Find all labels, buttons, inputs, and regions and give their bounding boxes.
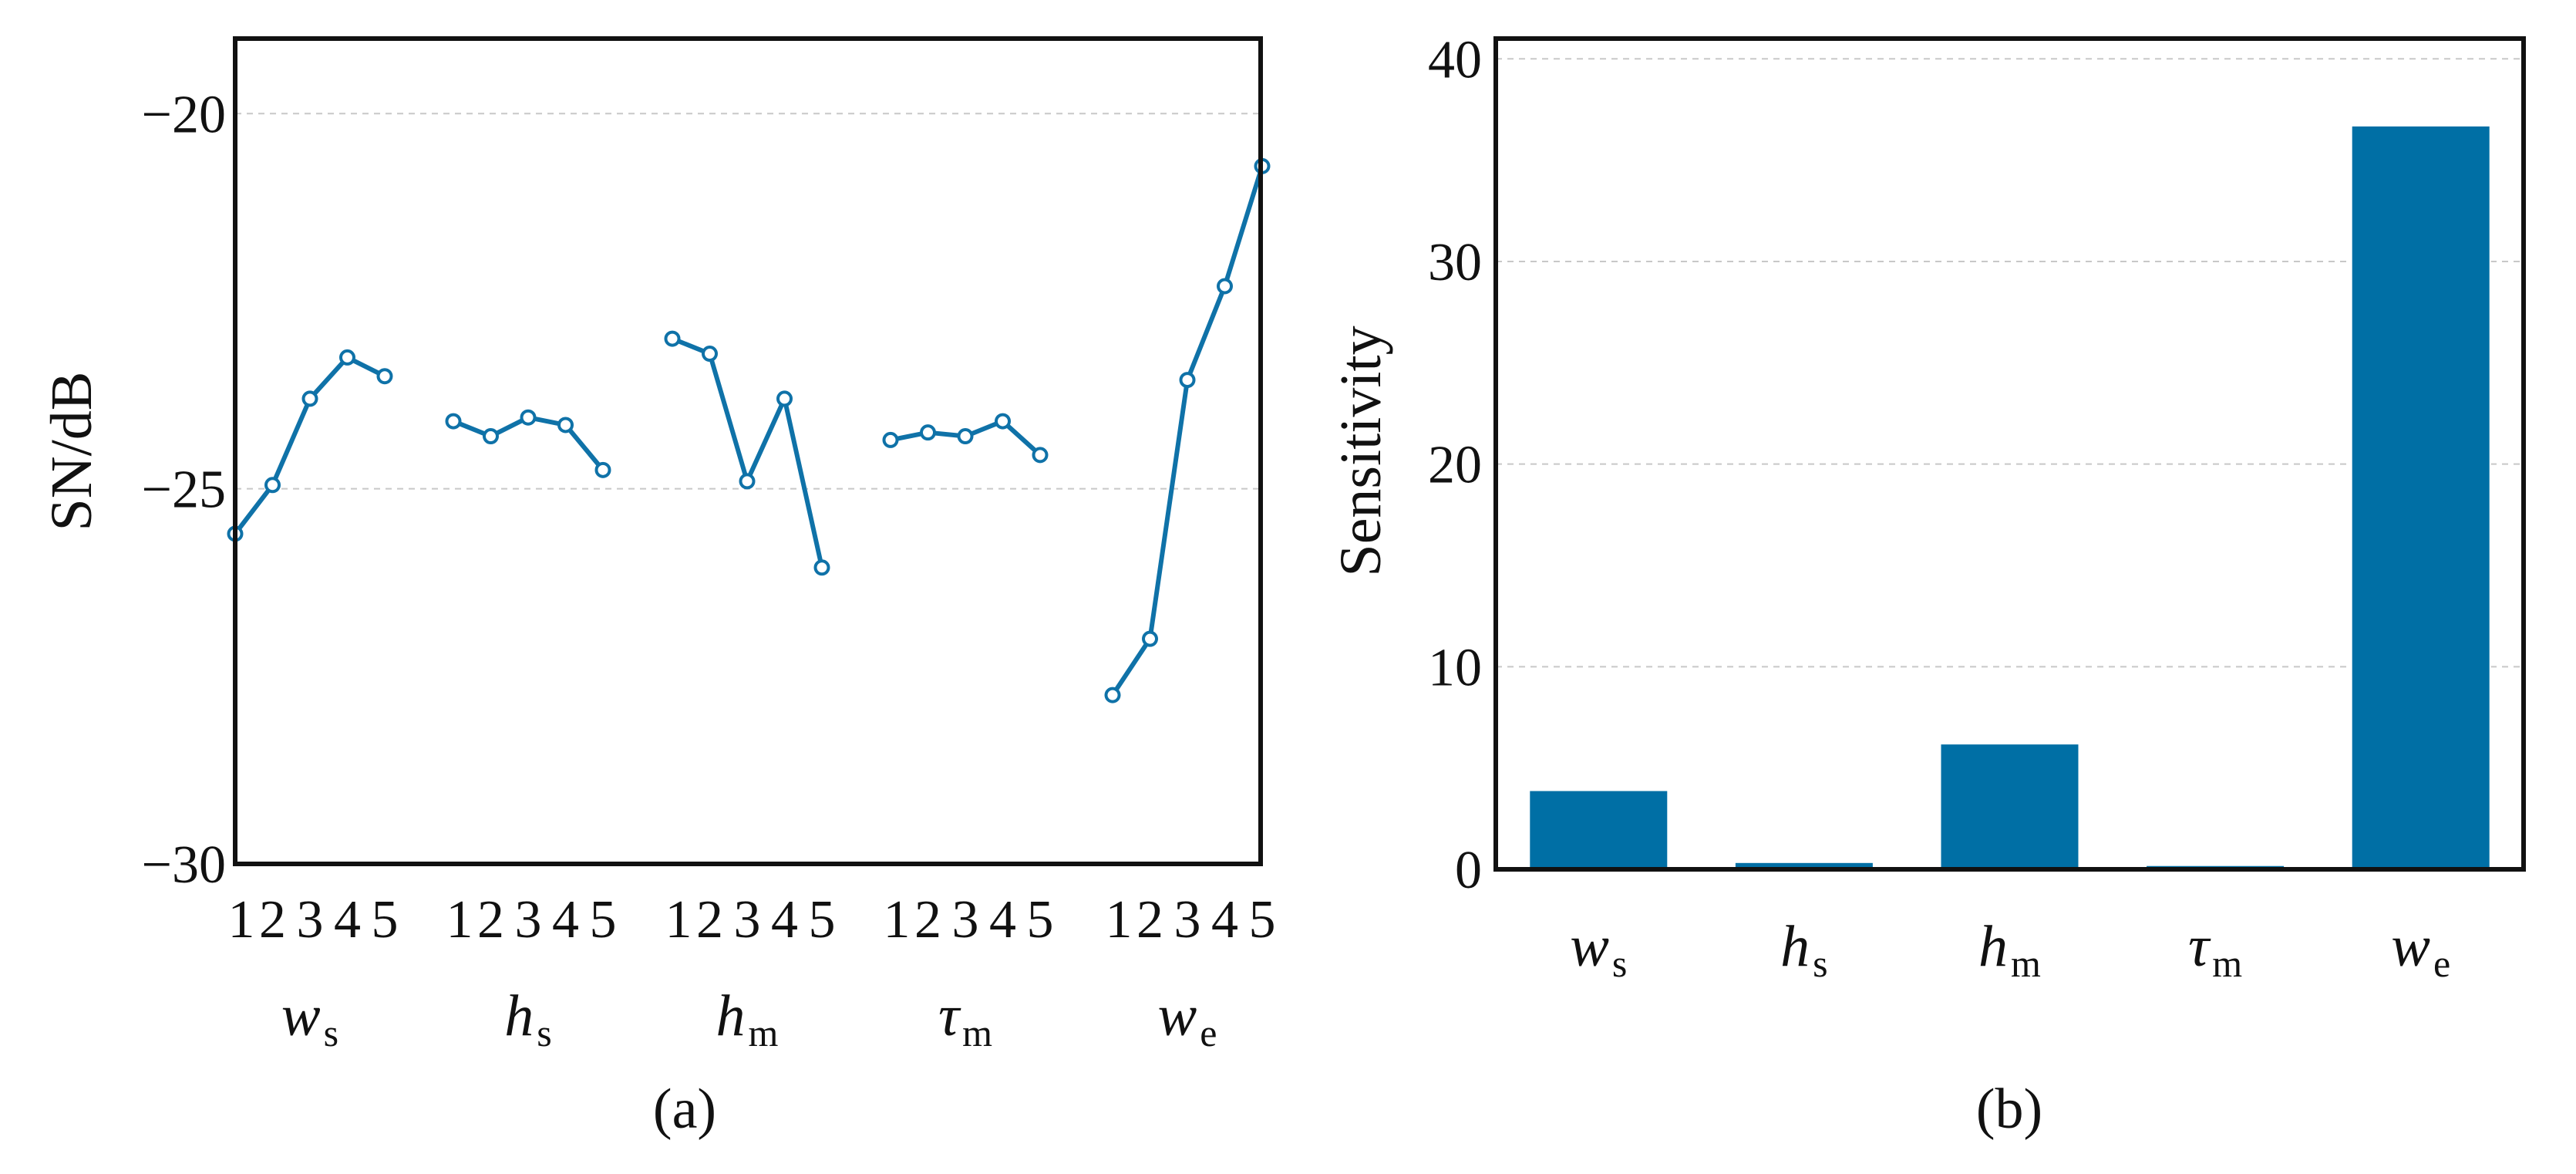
- level-tick-label: 5: [590, 890, 617, 950]
- data-point: [702, 346, 718, 363]
- level-tick-label: 2: [914, 890, 941, 950]
- panel-a-caption: (a): [653, 1078, 716, 1141]
- data-point: [483, 428, 499, 445]
- panel-b-y-axis-label: Sensitivity: [1328, 326, 1393, 576]
- panel-b-category-labels: ws hs hm τm we: [1570, 914, 2450, 985]
- level-tick-label: 1: [446, 890, 473, 950]
- y-tick-label: 20: [1428, 436, 1482, 495]
- data-point: [995, 413, 1011, 430]
- y-tick-label: −30: [142, 835, 226, 895]
- level-tick-label: 4: [771, 890, 798, 950]
- data-point: [1142, 630, 1158, 647]
- category-label: hs: [1780, 914, 1827, 985]
- data-point: [1104, 687, 1121, 703]
- panel-a-series: [227, 157, 1271, 703]
- data-point: [445, 413, 462, 430]
- data-point: [301, 390, 318, 407]
- parameter-label: hm: [716, 983, 779, 1054]
- data-point: [376, 368, 393, 385]
- series-line: [233, 355, 386, 535]
- level-tick-label: 3: [1174, 890, 1201, 950]
- data-point: [813, 559, 830, 576]
- panel-b-sensitivity-chart: 0 10 20 30 40 ws hs hm τm we Sensitivity (b): [1328, 30, 2526, 1141]
- y-tick-label: −25: [142, 460, 226, 520]
- data-point: [739, 473, 756, 490]
- panel-a-plot-frame: [233, 36, 1263, 866]
- y-tick-label: 10: [1428, 638, 1482, 697]
- data-point: [664, 330, 681, 347]
- level-tick-label: 3: [515, 890, 542, 950]
- panel-a-y-ticks: −20 −25 −30: [142, 85, 226, 895]
- level-tick-label: 5: [809, 890, 836, 950]
- parameter-label: ws: [281, 983, 338, 1054]
- panel-a-parameter-labels: ws hs hm τm we: [281, 983, 1217, 1054]
- bar: [1528, 789, 1669, 871]
- data-point: [920, 424, 936, 441]
- y-tick-label: 30: [1428, 233, 1482, 292]
- data-point: [520, 409, 537, 426]
- bar: [2350, 124, 2491, 870]
- level-tick-label: 5: [1249, 890, 1276, 950]
- data-point: [264, 477, 281, 494]
- category-label: we: [2391, 914, 2450, 985]
- level-tick-label: 5: [372, 890, 399, 950]
- data-point: [557, 417, 574, 434]
- level-tick-label: 3: [297, 890, 324, 950]
- level-tick-label: 2: [259, 890, 286, 950]
- level-tick-label: 3: [734, 890, 761, 950]
- level-tick-label: 4: [1211, 890, 1238, 950]
- level-tick-label: 4: [552, 890, 579, 950]
- series-line: [1110, 165, 1264, 697]
- data-point: [594, 461, 611, 478]
- level-tick-label: 3: [952, 890, 979, 950]
- y-tick-label: 0: [1455, 841, 1482, 900]
- level-tick-label: 4: [989, 890, 1016, 950]
- data-point: [882, 431, 899, 448]
- parameter-label: hs: [504, 983, 551, 1054]
- series-line: [671, 336, 824, 568]
- panel-b-plot-frame: [1493, 36, 2526, 872]
- data-point: [1217, 278, 1233, 295]
- bar: [1939, 743, 2080, 871]
- data-point: [1032, 447, 1049, 464]
- panel-a-y-axis-label: SN/dB: [39, 372, 104, 531]
- category-label: τm: [2188, 914, 2242, 985]
- level-tick-label: 1: [1106, 890, 1133, 950]
- data-point: [957, 428, 974, 445]
- y-tick-label: 40: [1428, 30, 1482, 89]
- level-tick-label: 1: [884, 890, 911, 950]
- data-point: [776, 390, 793, 407]
- panel-b-caption: (b): [1976, 1078, 2042, 1141]
- category-label: hm: [1978, 914, 2041, 985]
- panel-b-y-ticks: 0 10 20 30 40: [1428, 30, 1482, 900]
- data-point: [1179, 372, 1196, 389]
- data-point: [339, 349, 355, 366]
- level-tick-label: 4: [334, 890, 361, 950]
- level-tick-label: 1: [665, 890, 692, 950]
- level-tick-label: 1: [228, 890, 255, 950]
- level-tick-label: 5: [1027, 890, 1054, 950]
- parameter-label: we: [1158, 983, 1217, 1054]
- parameter-label: τm: [938, 983, 992, 1054]
- y-tick-label: −20: [142, 85, 226, 144]
- panel-a-gridlines: [235, 113, 1261, 490]
- panel-b-bars: [1528, 124, 2491, 871]
- level-tick-label: 2: [696, 890, 723, 950]
- category-label: ws: [1570, 914, 1627, 985]
- level-tick-label: 2: [477, 890, 504, 950]
- level-tick-label: 2: [1136, 890, 1163, 950]
